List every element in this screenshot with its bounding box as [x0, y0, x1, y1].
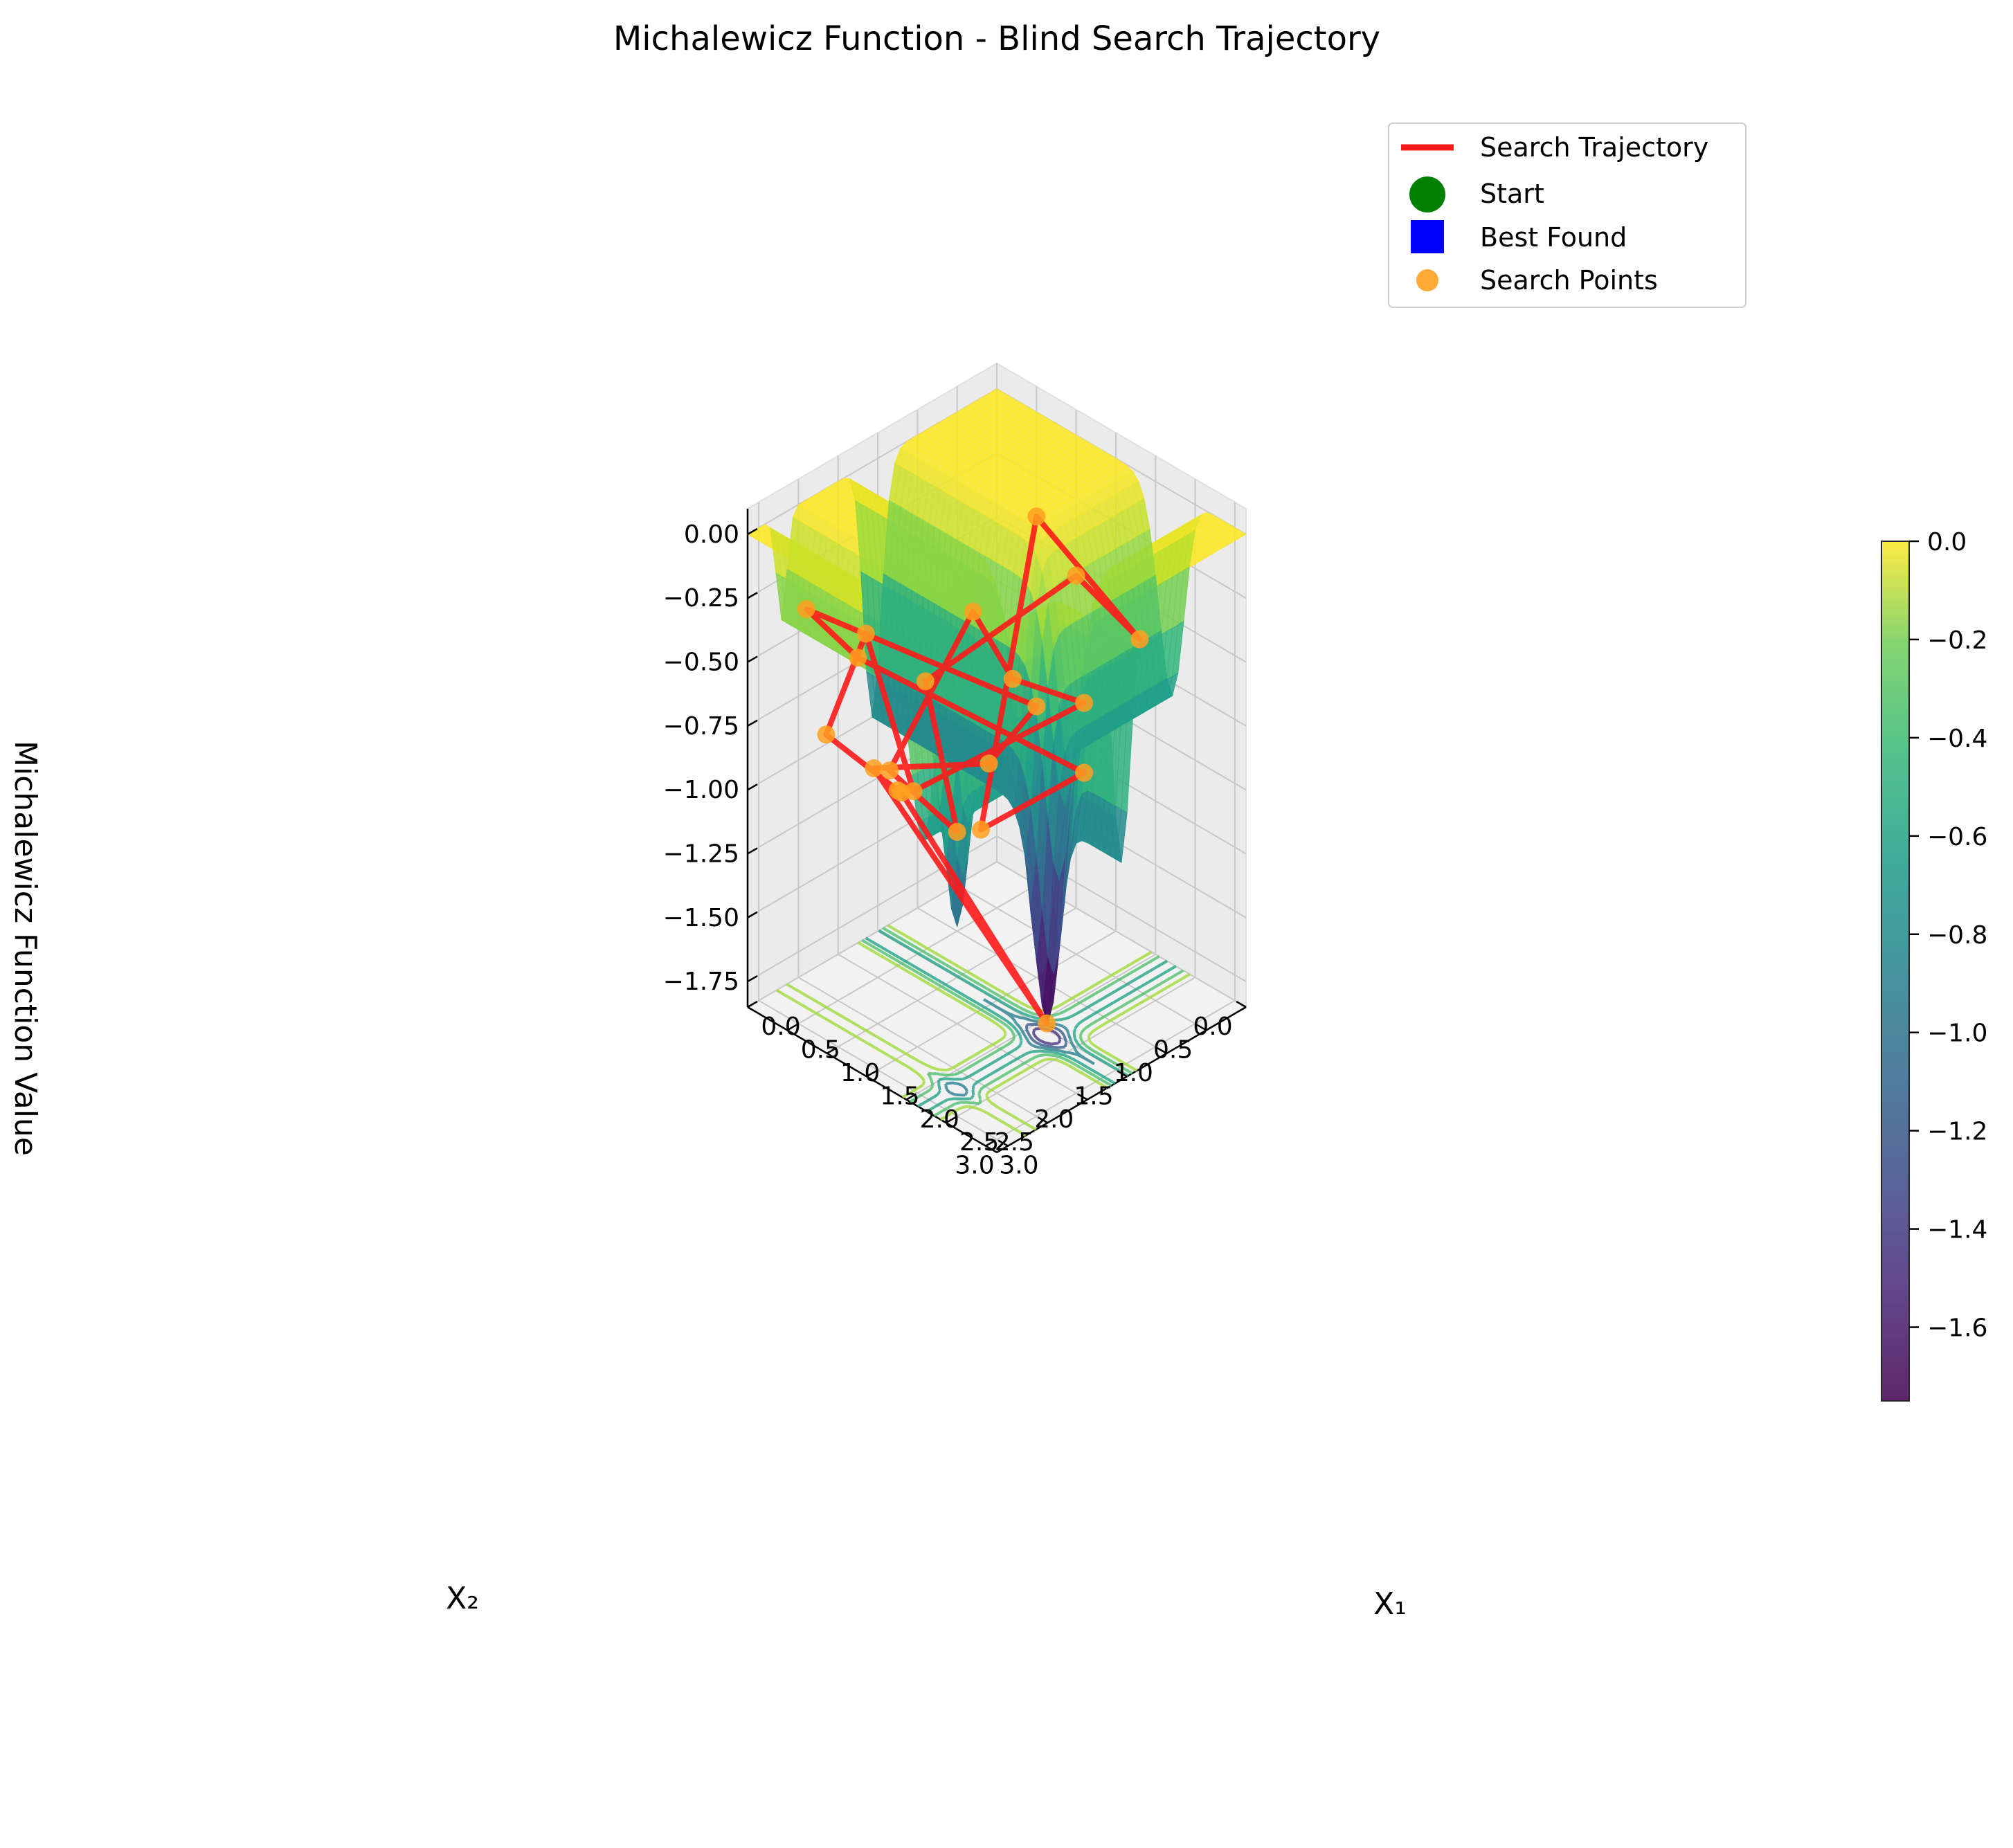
colorbar-ticks: −1.6 −1.4 −1.2 −1.0 −0.8 −0.6 −0.4 −0.2 0.0 [1909, 528, 1987, 1343]
search-point [1003, 669, 1022, 688]
z-tick-label: −0.75 [663, 712, 739, 741]
z-tick-label: −1.50 [663, 904, 739, 932]
search-point [964, 602, 982, 621]
search-point [1075, 763, 1094, 782]
search-points [797, 507, 1149, 1033]
search-point [948, 822, 966, 841]
surface-facet [991, 388, 1003, 396]
colorbar-tick-label: −0.6 [1927, 823, 1987, 851]
search-point [881, 761, 899, 780]
x-axis-line [996, 1006, 1247, 1154]
colorbar: −1.6 −1.4 −1.2 −1.0 −0.8 −0.6 −0.4 −0.2 0.0 [1881, 528, 1987, 1402]
x-tick-label: 3.0 [999, 1152, 1038, 1180]
y-tick-mark [1196, 1024, 1207, 1031]
z-tick-mark [747, 975, 758, 983]
legend-points-swatch [1416, 269, 1438, 291]
grid-line-x [985, 502, 1236, 1147]
x-tick-labels: 0.00.51.01.52.02.53.0 [747, 1000, 1039, 1180]
grid-line-y [758, 502, 1009, 1147]
colorbar-tick-label: −1.4 [1927, 1216, 1987, 1244]
x-tick-mark [866, 1070, 877, 1078]
search-point [980, 754, 998, 773]
legend: Search Trajectory Start Best Found Searc… [1388, 123, 1746, 308]
z-tick-label: −1.75 [663, 968, 739, 996]
y-tick-mark [1117, 1070, 1128, 1078]
z-tick-mark [747, 783, 758, 791]
grid-line-y [797, 479, 1048, 1124]
z-tick-mark [747, 911, 758, 918]
contour-line [944, 998, 1095, 1097]
y-tick-mark [1156, 1047, 1167, 1054]
y-tick-labels: 0.00.51.01.52.02.53.0 [955, 1000, 1247, 1180]
legend-label-best: Best Found [1480, 222, 1627, 253]
legend-label-start: Start [1480, 179, 1544, 209]
colorbar-tick-label: −0.8 [1927, 921, 1987, 950]
chart-title: Michalewicz Function - Blind Search Traj… [613, 19, 1380, 58]
y-tick-label: 3.0 [955, 1152, 994, 1180]
search-point [1067, 566, 1085, 585]
z-tick-label: −1.00 [663, 776, 739, 804]
z-tick-label: −1.25 [663, 840, 739, 868]
search-point [1038, 1014, 1056, 1033]
search-point [1075, 694, 1094, 712]
z-tick-mark [747, 847, 758, 855]
y-tick-mark [1037, 1116, 1048, 1124]
trajectory-line [803, 514, 1143, 1026]
z-tick-mark [747, 527, 758, 536]
colorbar-tick-label: 0.0 [1927, 528, 1967, 556]
contour-line [775, 924, 1191, 1137]
x-tick-mark [786, 1024, 797, 1031]
z-tick-label: −0.50 [663, 649, 739, 677]
search-point [865, 759, 883, 777]
search-trajectory [803, 514, 1143, 1026]
y-tick-mark [1236, 1000, 1247, 1008]
y-axis-line [747, 1006, 998, 1154]
y-tick-mark [1077, 1093, 1088, 1100]
colorbar-tick-label: −1.6 [1927, 1314, 1987, 1343]
x-tick-mark [985, 1139, 996, 1147]
search-point [972, 820, 991, 839]
z-axis-label: Michalewicz Function Value [8, 741, 43, 1156]
search-point [797, 600, 815, 619]
search-point [849, 649, 867, 667]
grid-line-x [946, 479, 1196, 1124]
y-axis-label: X₂ [446, 1581, 479, 1616]
z-tick-mark [747, 719, 758, 727]
search-point [1027, 697, 1046, 716]
colorbar-tick-label: −1.2 [1927, 1118, 1987, 1146]
legend-frame [1388, 123, 1746, 308]
floor-contours [775, 924, 1191, 1137]
legend-label-trajectory: Search Trajectory [1480, 132, 1708, 163]
y-tick-mark [998, 1139, 1009, 1147]
colorbar-tick-label: −0.4 [1927, 725, 1987, 753]
legend-best-swatch [1411, 220, 1444, 253]
z-tick-label: 0.00 [684, 520, 739, 549]
z-tick-labels: −1.75 −1.50 −1.25 −1.00 −0.75 −0.50 −0.25 0.00 [663, 520, 758, 996]
search-point [817, 725, 836, 744]
search-point [1130, 630, 1149, 649]
x-tick-mark [905, 1093, 917, 1100]
axis-lines [746, 509, 1247, 1154]
z-tick-mark [747, 592, 758, 599]
grid-line-z [747, 835, 1247, 982]
x-tick-mark [827, 1047, 838, 1054]
search-point [856, 624, 875, 643]
contour-line [861, 927, 1184, 1117]
x-tick-mark [747, 1000, 758, 1008]
z-tick-mark [747, 655, 758, 663]
search-point [916, 672, 935, 691]
legend-label-points: Search Points [1480, 265, 1658, 296]
colorbar-tick-label: −1.0 [1927, 1020, 1987, 1048]
x-tick-mark [946, 1116, 957, 1124]
z-tick-label: −0.25 [663, 584, 739, 613]
search-point [892, 783, 911, 802]
x-axis-label: X₁ [1373, 1586, 1407, 1622]
colorbar-gradient [1881, 541, 1910, 1402]
search-point [1027, 507, 1046, 526]
colorbar-tick-label: −0.2 [1927, 626, 1987, 655]
legend-start-swatch [1409, 176, 1445, 212]
